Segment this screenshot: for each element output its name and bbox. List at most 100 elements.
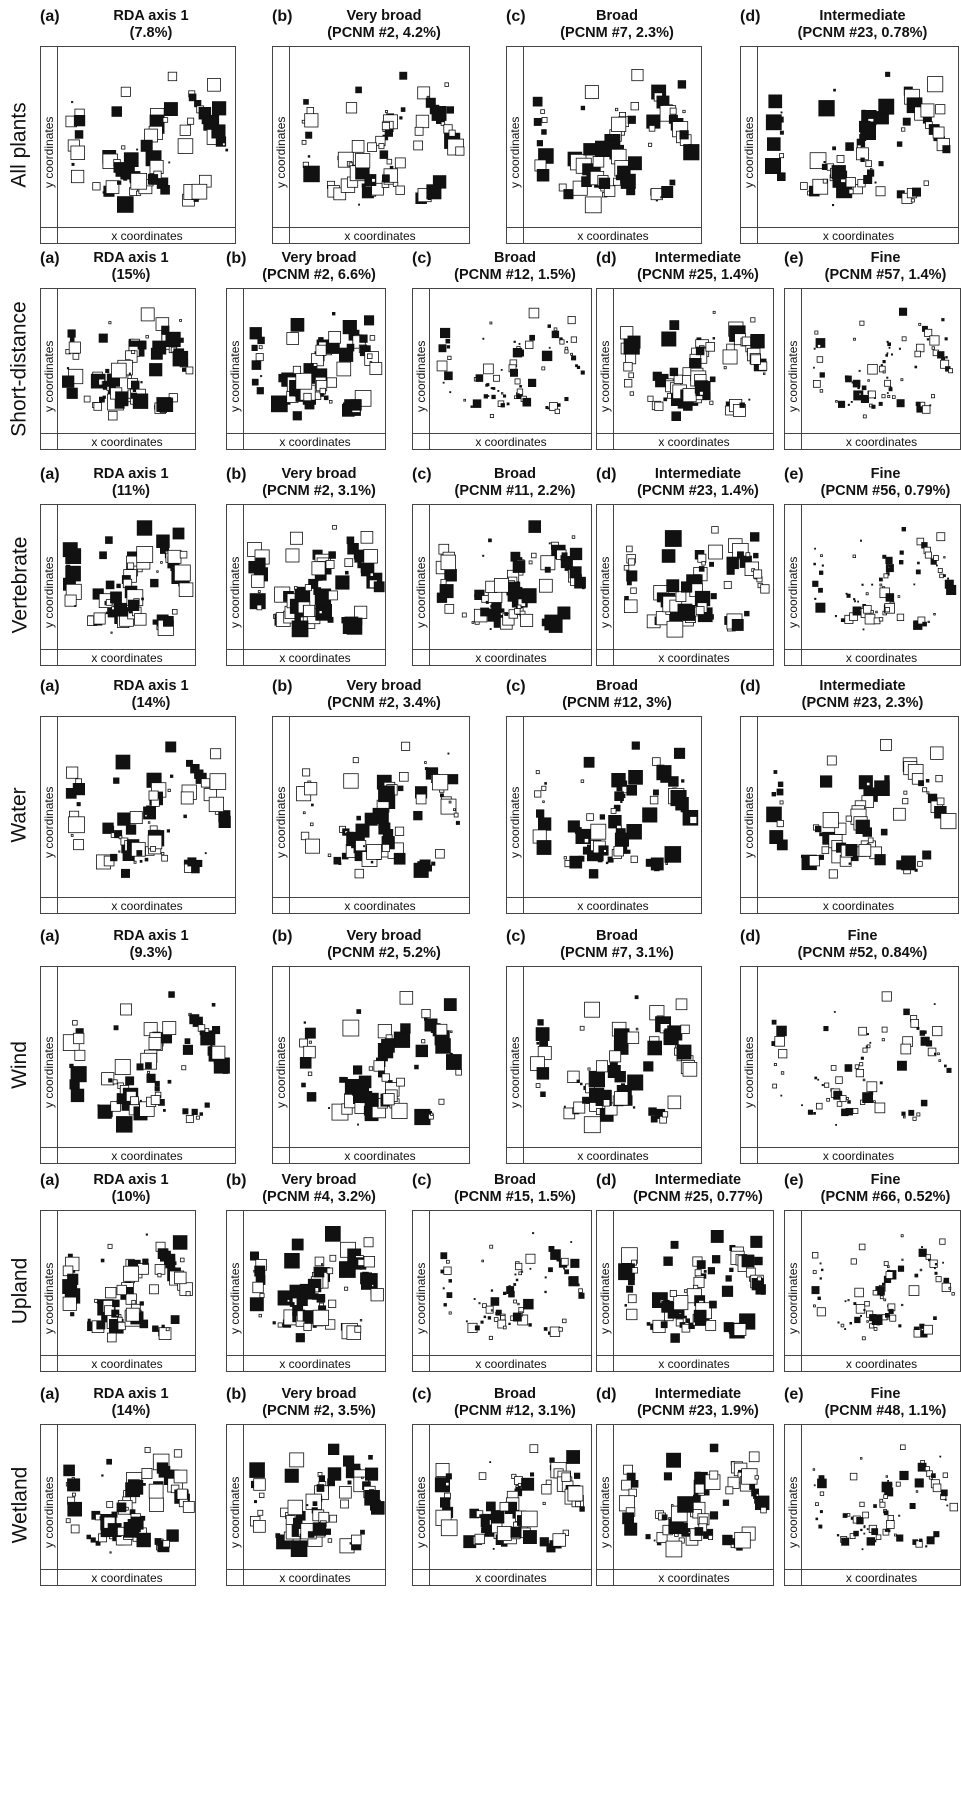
positive-score-square (444, 1050, 448, 1053)
negative-score-square (83, 395, 91, 403)
negative-score-square (754, 1475, 759, 1480)
row-label: All plants (0, 46, 40, 244)
positive-score-square (709, 376, 716, 383)
negative-score-square (862, 1047, 868, 1053)
negative-score-square (340, 1499, 349, 1509)
y-axis-line (613, 1211, 614, 1371)
negative-score-square (687, 1531, 691, 1534)
x-axis-label: x coordinates (111, 1149, 183, 1163)
negative-score-square (115, 1313, 119, 1317)
positive-score-square (548, 1267, 553, 1273)
negative-score-square (177, 138, 194, 154)
map-panel: (e) Fine (PCNM #66, 0.52%) y coordinates x c… (784, 1172, 961, 1372)
row-label: Wind (0, 966, 40, 1164)
positive-score-square (726, 566, 735, 575)
x-axis-label: x coordinates (111, 899, 183, 913)
negative-score-square (252, 1520, 266, 1533)
positive-score-square (847, 1100, 851, 1104)
negative-score-square (864, 1301, 870, 1307)
negative-score-square (711, 526, 719, 534)
positive-score-square (310, 803, 314, 807)
y-axis-label: y coordinates (598, 340, 612, 412)
negative-score-square (773, 1063, 777, 1067)
negative-score-square (609, 1050, 622, 1063)
negative-score-square (110, 631, 113, 634)
positive-score-square (820, 775, 833, 788)
positive-score-square (426, 184, 442, 200)
negative-score-square (180, 1257, 185, 1263)
positive-score-square (879, 577, 883, 582)
negative-score-square (933, 555, 939, 561)
y-axis-line (289, 717, 290, 913)
negative-score-square (628, 372, 635, 379)
negative-score-square (811, 1252, 819, 1259)
plot-area: y coordinates x coordinates (740, 716, 959, 914)
negative-score-square (165, 1327, 170, 1332)
positive-score-square (914, 365, 918, 369)
y-axis-label: y coordinates (42, 116, 56, 188)
negative-score-square (256, 604, 263, 611)
negative-score-square (111, 362, 127, 379)
positive-score-square (254, 1265, 266, 1277)
negative-score-square (874, 397, 876, 399)
negative-score-square (812, 1270, 817, 1274)
negative-score-square (862, 414, 867, 419)
map-panel: (a) RDA axis 1 (7.8%) y coordinates x coordi… (40, 8, 236, 244)
negative-score-square (129, 811, 143, 825)
positive-score-square (160, 545, 169, 554)
negative-score-square (493, 374, 500, 382)
positive-score-square (102, 395, 106, 399)
positive-score-square (580, 1082, 583, 1086)
negative-score-square (327, 853, 332, 857)
positive-score-square (188, 93, 197, 102)
positive-score-square (885, 71, 891, 77)
positive-score-square (539, 1037, 549, 1047)
positive-score-square (696, 1260, 706, 1270)
positive-score-square (860, 1315, 863, 1317)
positive-score-square (753, 552, 759, 559)
positive-score-square (210, 1044, 213, 1047)
negative-score-square (502, 613, 515, 626)
negative-score-square (708, 544, 723, 560)
positive-score-square (632, 1106, 636, 1109)
positive-score-square (884, 775, 890, 781)
negative-score-square (552, 1533, 566, 1547)
positive-score-square (914, 1478, 924, 1488)
panel-subtitle: (PCNM #2, 3.5%) (262, 1403, 376, 1419)
positive-score-square (755, 1284, 766, 1295)
negative-score-square (253, 1478, 266, 1491)
positive-score-square (373, 581, 385, 593)
negative-score-square (209, 773, 227, 790)
plot-area: y coordinates x coordinates (740, 966, 959, 1164)
positive-score-square (150, 347, 163, 360)
negative-score-square (814, 597, 817, 600)
panel-title: Broad (PCNM #15, 1.5%) (438, 1172, 592, 1206)
positive-score-square (69, 337, 75, 342)
positive-score-square (128, 372, 131, 375)
positive-score-square (532, 96, 543, 107)
negative-score-square (430, 1112, 434, 1116)
negative-score-square (800, 182, 808, 190)
negative-score-square (355, 840, 367, 852)
negative-score-square (136, 148, 139, 151)
positive-score-square (339, 347, 354, 362)
negative-score-square (559, 339, 565, 345)
negative-score-square (884, 379, 891, 387)
map-panel: (c) Broad (PCNM #12, 3%) y coordinates x coo… (506, 678, 702, 914)
plot-area: y coordinates x coordinates (272, 716, 470, 914)
map-panel: (d) Intermediate (PCNM #23, 1.4%) y coordin… (596, 466, 774, 666)
positive-score-square (899, 550, 904, 555)
negative-score-square (541, 1484, 552, 1495)
positive-score-square (250, 1251, 259, 1261)
positive-score-square (624, 1522, 638, 1536)
negative-score-square (328, 1107, 331, 1110)
negative-score-square (71, 1492, 76, 1497)
map-panel: (c) Broad (PCNM #15, 1.5%) y coordinates x c… (412, 1172, 592, 1372)
negative-score-square (399, 991, 414, 1005)
map-panel: (d) Intermediate (PCNM #23, 0.78%) y coordi… (740, 8, 959, 244)
negative-score-square (162, 1021, 177, 1036)
negative-score-square (359, 1319, 363, 1322)
negative-score-square (757, 1276, 762, 1282)
negative-score-square (70, 834, 74, 837)
positive-score-square (211, 101, 227, 116)
